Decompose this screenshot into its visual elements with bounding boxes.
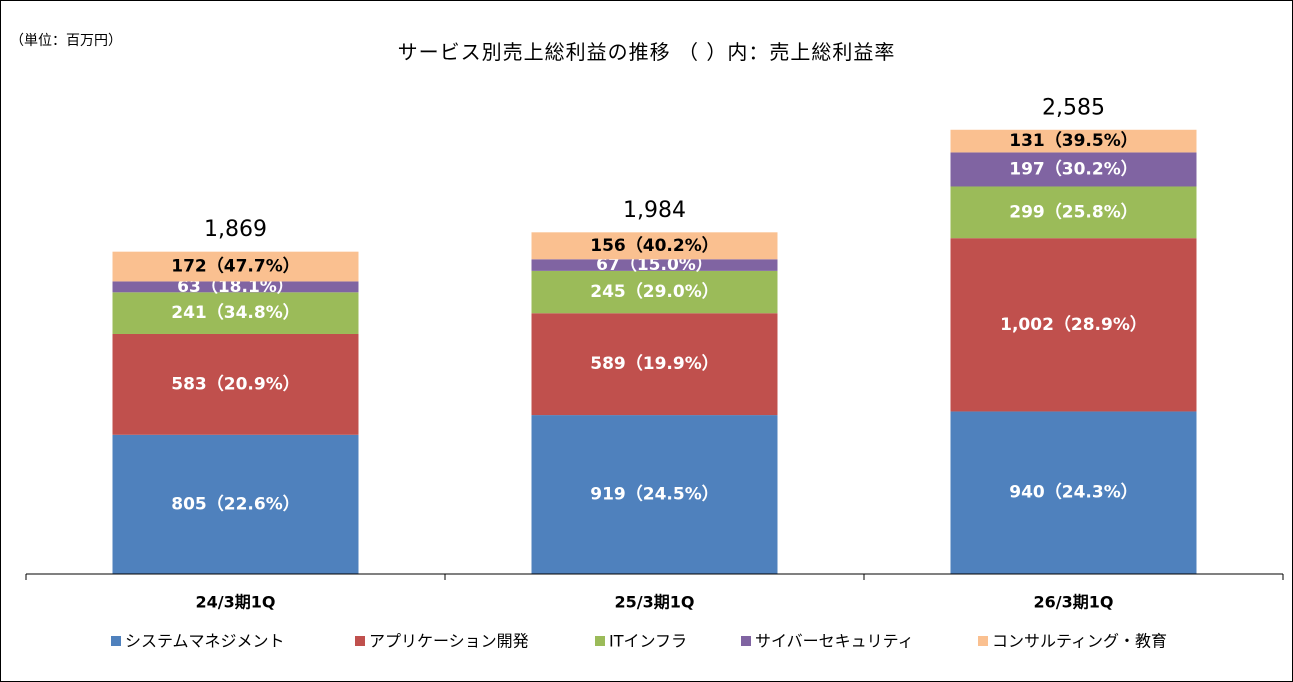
bar-segment [950,152,1197,187]
bar-segment [112,434,359,574]
unit-label: （単位：百万円） [10,33,122,49]
bar-segment [112,281,359,293]
data-label: 1,002（28.9%） [1000,314,1147,335]
legend-entry: システムマネジメント [125,632,285,651]
category-label: 26/3期1Q [1034,593,1114,612]
bar-segment [112,251,359,282]
total-label: 2,585 [1042,95,1105,120]
legend-entry: ITインフラ [609,632,687,651]
legend-entry: アプリケーション開発 [369,632,529,651]
legend-swatch [978,636,988,646]
data-label: 299（25.8%） [1009,201,1137,222]
data-label: 245（29.0%） [590,281,718,302]
data-label: 172（47.7%） [171,256,299,277]
total-label: 1,984 [623,198,686,223]
bar-segment [950,238,1197,412]
total-label: 1,869 [204,217,267,242]
bar-segment [112,292,359,334]
bar-segment [950,186,1197,239]
bar-segment [531,232,778,260]
category-label: 25/3期1Q [615,593,695,612]
data-label: 589（19.9%） [590,353,718,374]
legend-entry: コンサルティング・教育 [992,632,1167,651]
data-label: 156（40.2%） [590,235,718,256]
legend-swatch [111,636,121,646]
data-label: 919（24.5%） [590,484,718,505]
bar-segment [112,333,359,435]
bar-segment [531,259,778,271]
category-label: 24/3期1Q [196,593,276,612]
data-label: 583（20.9%） [171,373,299,394]
legend-swatch [595,636,605,646]
bar-segment [531,415,778,574]
data-label: 805（22.6%） [171,493,299,514]
bar-segment [950,411,1197,574]
bar-segment [531,270,778,314]
bar-segment [950,129,1197,153]
data-label: 940（24.3%） [1009,482,1137,503]
data-label: 131（39.5%） [1009,130,1137,151]
data-label: 241（34.8%） [171,302,299,323]
chart-title: サービス別売上総利益の推移 （ ）内：売上総利益率 [397,40,896,64]
legend-swatch [355,636,365,646]
legend-swatch [741,636,751,646]
legend-entry: サイバーセキュリティ [755,632,914,651]
data-label: 67（15.0%） [596,254,713,275]
bar-segment [531,313,778,416]
data-label: 197（30.2%） [1009,158,1137,179]
